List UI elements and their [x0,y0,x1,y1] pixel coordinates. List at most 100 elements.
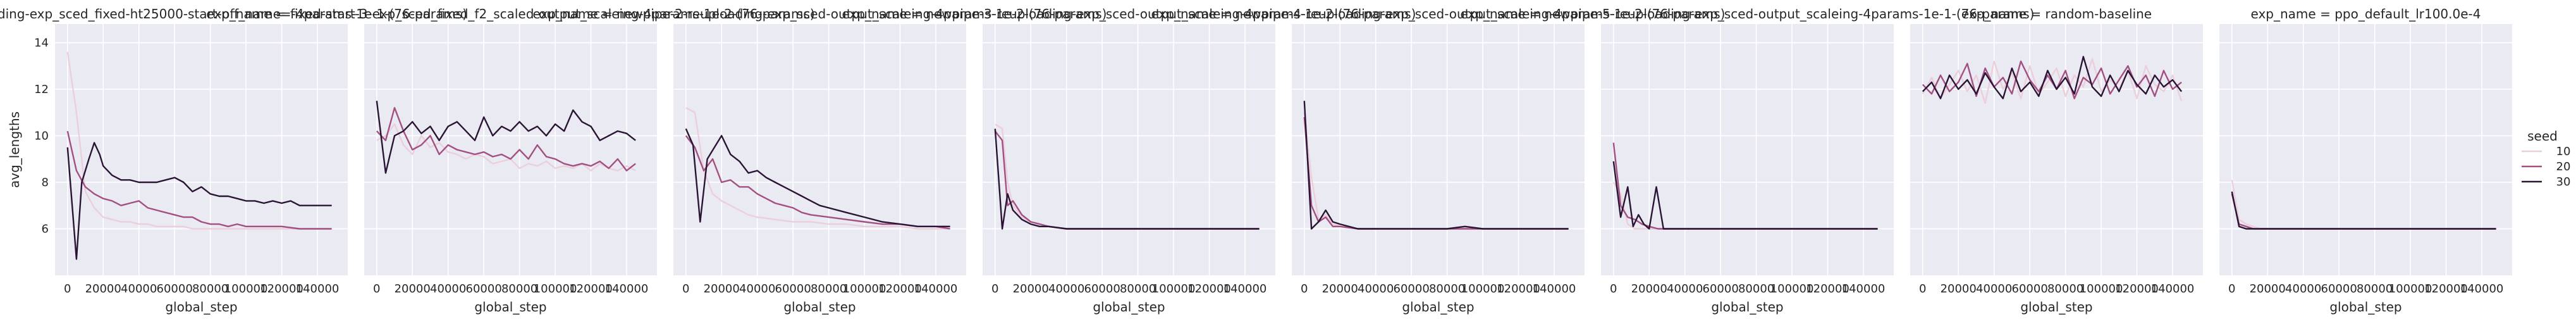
x-tick-label: 80000 [811,282,847,296]
x-tick-label: 0 [1610,282,1617,296]
x-tick-label: 140000 [1842,282,1886,296]
series-line-seed-30 [1303,101,1569,230]
panel-title: exp_name = random-baseline [1961,6,2152,22]
x-tick-label: 100000 [534,282,577,296]
x-tick-label: 20000 [1322,282,1358,296]
x-tick-label: 0 [682,282,689,296]
x-tick-label: 0 [2228,282,2235,296]
x-tick-label: 100000 [2080,282,2123,296]
legend-title: seed [2527,128,2558,144]
y-tick-label: 8 [42,176,49,189]
x-tick-label: 60000 [775,282,811,296]
x-axis-label: global_step [1711,299,1783,315]
plot-background [983,24,1275,275]
x-tick-label: 80000 [1120,282,1156,296]
x-tick-label: 0 [373,282,380,296]
x-axis-label: global_step [783,299,856,315]
x-tick-label: 40000 [1358,282,1394,296]
x-tick-label: 100000 [1152,282,1196,296]
x-tick-label: 140000 [605,282,649,296]
x-tick-label: 120000 [878,282,922,296]
x-tick-label: 0 [64,282,71,296]
panel-title: exp_name = fixed-start-3-exp_sced_fixed_… [206,6,814,22]
plot-background [1910,24,2203,275]
plot-background [1292,24,1585,275]
facet-panel-4: exp_name = newpipe-3-reuploading-exp_sce… [842,6,1416,315]
y-tick-label: 10 [34,129,49,142]
x-tick-label: 20000 [85,282,121,296]
x-tick-label: 80000 [501,282,537,296]
panel-title: e_reuploading-exp_sced_fixed-ht25000-sta… [0,6,467,22]
facet-panel-6: exp_name = newpipe-5-reuploading-exp_sce… [1461,6,2035,315]
plot-background [673,24,966,275]
x-tick-label: 20000 [704,282,740,296]
x-tick-label: 60000 [157,282,193,296]
panel-title: exp_name = newpipe-3-reuploading-exp_sce… [842,6,1416,22]
series-line-seed-20 [66,130,332,230]
x-tick-label: 120000 [1187,282,1231,296]
panel-title: exp_name = newpipe-4-reuploading-exp_sce… [1151,6,1726,22]
x-tick-label: 120000 [1806,282,1849,296]
x-tick-label: 100000 [843,282,886,296]
x-tick-label: 60000 [2012,282,2048,296]
x-axis-label: global_step [1402,299,1474,315]
series-line-seed-30 [1922,56,2183,99]
series-line-seed-20 [1922,60,2182,99]
plot-background [2219,24,2512,275]
plot-background [55,24,348,275]
x-axis-label: global_step [2020,299,2092,315]
x-tick-label: 40000 [121,282,157,296]
panel-title: exp_name = newpipe-5-reuploading-exp_sce… [1461,6,2035,22]
facet-panel-7: exp_name = random-baseline 0 20000 40000 600… [1910,6,2203,315]
facet-panel-8: exp_name = ppo_default_lr100.0e-4 0 20000 4… [2219,6,2512,315]
series-line-seed-20 [376,107,636,172]
series-line-seed-10 [376,123,636,172]
x-tick-label: 140000 [914,282,958,296]
x-tick-label: 20000 [1013,282,1049,296]
legend-label-seed-30: 30 [2556,175,2571,189]
panel-title: exp_name = newpipe-2-reuploading-exp_sce… [533,6,1107,22]
facet-panel-5: exp_name = newpipe-4-reuploading-exp_sce… [1151,6,1726,315]
x-tick-label: 40000 [1048,282,1084,296]
y-tick-label: 6 [42,222,49,235]
x-tick-label: 100000 [2389,282,2432,296]
x-tick-label: 120000 [2424,282,2468,296]
series-line-seed-30 [685,128,950,227]
facet-panel-1: e_reuploading-exp_sced_fixed-ht25000-sta… [0,6,467,315]
series-line-seed-30 [1612,161,1878,230]
x-tick-label: 40000 [1667,282,1703,296]
y-tick-label: 12 [34,83,49,96]
x-tick-label: 0 [991,282,998,296]
x-tick-label: 20000 [1631,282,1667,296]
x-tick-label: 40000 [1976,282,2012,296]
facet-panel-2: exp_name = fixed-start-3-exp_sced_fixed_… [206,6,814,315]
x-tick-label: 0 [1301,282,1308,296]
x-tick-label: 80000 [192,282,228,296]
x-tick-label: 100000 [1461,282,1505,296]
x-tick-label: 100000 [1770,282,1814,296]
x-tick-label: 40000 [2285,282,2321,296]
x-tick-label: 80000 [2047,282,2083,296]
x-tick-label: 60000 [466,282,502,296]
legend-label-seed-10: 10 [2556,145,2571,158]
x-tick-label: 140000 [1224,282,1267,296]
y-axis-label: avg_lengths [7,111,22,188]
x-tick-label: 120000 [2115,282,2159,296]
x-tick-label: 60000 [2321,282,2357,296]
series-line-seed-30 [2231,191,2496,230]
x-axis-label: global_step [165,299,237,315]
x-tick-label: 60000 [1703,282,1739,296]
x-tick-label: 120000 [569,282,613,296]
x-tick-label: 120000 [1497,282,1540,296]
x-axis-label: global_step [474,299,546,315]
x-tick-label: 140000 [296,282,340,296]
series-line-seed-30 [994,128,1260,230]
series-line-seed-30 [376,101,636,174]
series-line-seed-10 [1922,58,2183,104]
facet-panel-3: exp_name = newpipe-2-reuploading-exp_sce… [533,6,1107,315]
x-tick-label: 140000 [2151,282,2195,296]
x-tick-label: 140000 [2460,282,2504,296]
